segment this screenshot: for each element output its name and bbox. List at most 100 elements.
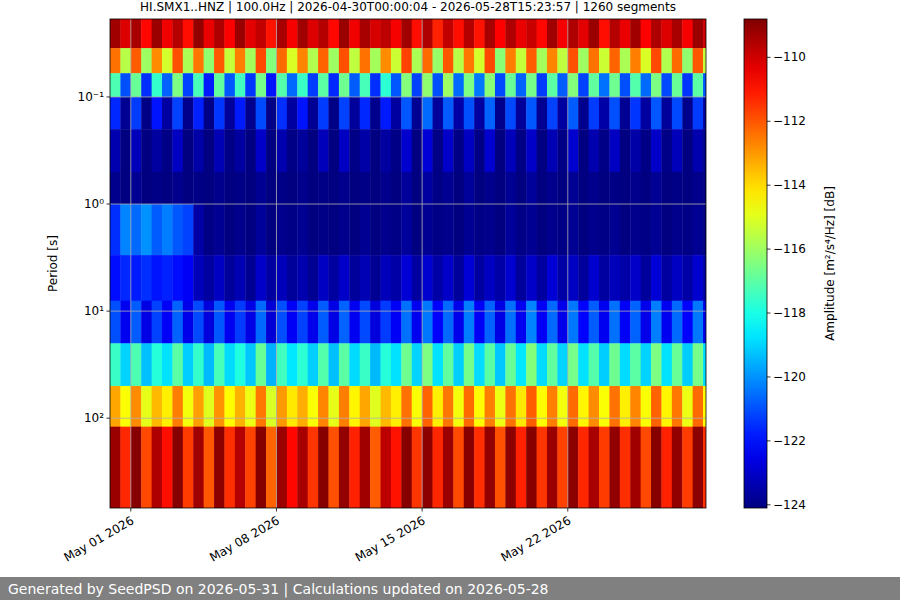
heatmap-cell [672,172,683,205]
heatmap-cell [266,19,277,49]
heatmap-cell [474,97,485,130]
heatmap-cell [245,204,256,255]
heatmap-cell [152,255,163,301]
heatmap-cell [328,204,339,255]
heatmap-cell [141,19,152,49]
heatmap-cell [391,427,402,508]
heatmap-cell [672,301,683,344]
heatmap-cell [131,48,142,73]
heatmap-cell [703,73,706,97]
heatmap-cell [557,386,568,427]
heatmap-cell [349,204,360,255]
heatmap-cell [245,73,256,97]
heatmap-cell [516,386,527,427]
heatmap-cell [422,204,433,255]
heatmap-cell [433,172,444,205]
heatmap-cell [235,343,246,386]
heatmap-cell [516,301,527,344]
heatmap-cell [162,343,173,386]
heatmap-cell [235,73,246,97]
heatmap-cell [589,129,600,172]
heatmap-cell [172,19,183,49]
heatmap-cell [193,73,204,97]
tick-label: May 01 2026 [62,513,137,564]
colorbar-tick [767,440,771,441]
heatmap-cell [661,386,672,427]
heatmap-cell [391,97,402,130]
heatmap-cell [256,427,267,508]
heatmap-cell [162,48,173,73]
heatmap-cell [152,73,163,97]
heatmap-cell [485,386,496,427]
heatmap-cell [152,301,163,344]
heatmap-cell [131,73,142,97]
heatmap-cell [204,343,215,386]
heatmap-cell [599,48,610,73]
heatmap-cell [578,129,589,172]
heatmap-cell [568,19,579,49]
heatmap-cell [661,172,672,205]
heatmap-cell [360,386,371,427]
heatmap-cell [266,204,277,255]
heatmap-cell [110,73,121,97]
heatmap-cell [578,73,589,97]
heatmap-cell [620,97,631,130]
heatmap-cell [682,19,693,49]
grid-line [130,19,131,508]
heatmap-cell [381,19,392,49]
heatmap-cell [235,172,246,205]
tick-label: 10¹ [84,304,104,318]
heatmap-cell [485,19,496,49]
heatmap-cell [526,172,537,205]
heatmap-cell [661,97,672,130]
tick-label: 10² [84,411,104,425]
heatmap-cell [453,48,464,73]
heatmap-cell [391,386,402,427]
heatmap-cell [360,301,371,344]
heatmap-cell [224,301,235,344]
heatmap-cell [537,172,548,205]
heatmap-cell [693,427,704,508]
heatmap-cell [349,301,360,344]
grid-line [422,19,423,508]
heatmap-cell [381,172,392,205]
heatmap-cell [339,343,350,386]
heatmap-cell [152,48,163,73]
heatmap-cell [152,427,163,508]
heatmap-cell [172,172,183,205]
heatmap-cell [557,427,568,508]
heatmap-cell [526,97,537,130]
heatmap-cell [162,97,173,130]
heatmap-cell [495,97,506,130]
heatmap-cell [443,301,454,344]
heatmap-cell [318,343,329,386]
heatmap-cell [328,343,339,386]
heatmap-cell [547,129,558,172]
heatmap-cell [276,19,287,49]
heatmap-cell [110,19,121,49]
heatmap-cell [308,19,319,49]
heatmap-cell [641,48,652,73]
heatmap-cell [193,97,204,130]
heatmap-cell [630,97,641,130]
heatmap-cell [349,48,360,73]
heatmap-cell [297,386,308,427]
heatmap-cell [172,343,183,386]
heatmap-cell [120,204,131,255]
heatmap-cell [682,343,693,386]
heatmap-cell [287,129,298,172]
heatmap-cell [672,97,683,130]
grid-line [567,19,568,508]
heatmap-cell [620,129,631,172]
heatmap-cell [318,129,329,172]
heatmap-cell [641,97,652,130]
heatmap-cell [120,172,131,205]
heatmap-cell [370,73,381,97]
heatmap-cell [620,73,631,97]
heatmap-cell [474,48,485,73]
heatmap-cell [578,255,589,301]
heatmap-cell [183,73,194,97]
heatmap-cell [433,73,444,97]
tick-label: 10⁻¹ [78,90,105,104]
heatmap-cell [651,255,662,301]
